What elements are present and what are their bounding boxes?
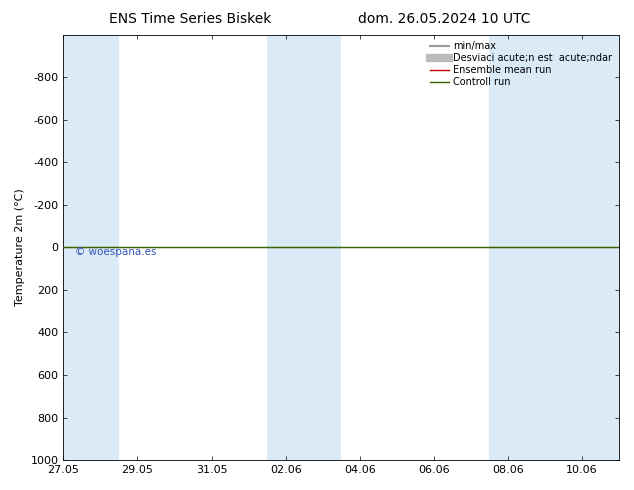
Text: ENS Time Series Biskek: ENS Time Series Biskek <box>109 12 271 26</box>
Y-axis label: Temperature 2m (°C): Temperature 2m (°C) <box>15 189 25 306</box>
Bar <box>267 35 304 460</box>
Bar <box>526 35 619 460</box>
Bar <box>489 35 526 460</box>
Text: © woespana.es: © woespana.es <box>75 247 156 257</box>
Bar <box>63 35 119 460</box>
Bar <box>304 35 341 460</box>
Text: dom. 26.05.2024 10 UTC: dom. 26.05.2024 10 UTC <box>358 12 530 26</box>
Legend: min/max, Desviaci acute;n est  acute;ndar, Ensemble mean run, Controll run: min/max, Desviaci acute;n est acute;ndar… <box>426 38 616 91</box>
